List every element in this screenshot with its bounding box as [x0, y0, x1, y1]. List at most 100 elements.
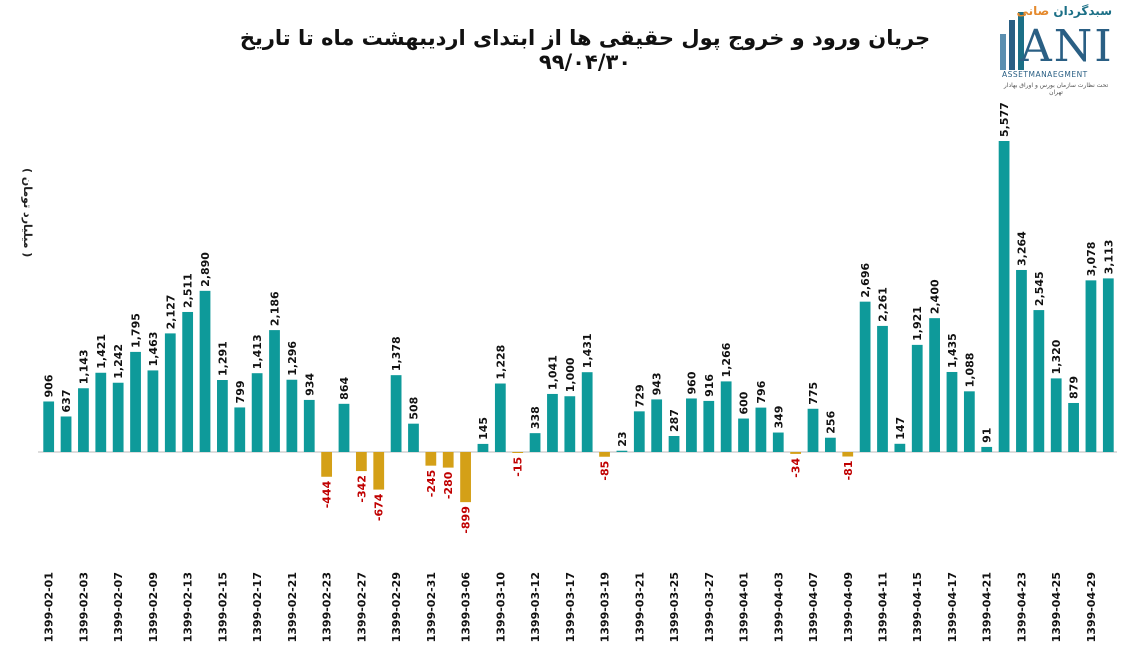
bar — [720, 381, 732, 452]
data-label: 1,291 — [216, 341, 229, 376]
x-tick-label: 1399-02-23 — [321, 572, 334, 642]
data-label: 145 — [477, 417, 490, 440]
data-label: 1,413 — [251, 334, 264, 369]
data-label: 1,000 — [564, 357, 577, 392]
x-tick-label: 1399-04-23 — [1015, 572, 1028, 642]
bar — [668, 436, 680, 452]
bar — [494, 383, 506, 452]
bar — [355, 452, 367, 472]
bar — [60, 416, 72, 452]
x-tick-label: 1399-04-17 — [946, 572, 959, 642]
bar — [164, 333, 176, 452]
x-tick-label: 1399-02-03 — [77, 572, 90, 642]
x-tick-label: 1399-02-01 — [43, 572, 56, 642]
x-tick-label: 1399-04-15 — [911, 572, 924, 642]
bar — [946, 371, 958, 452]
bar — [78, 388, 89, 452]
x-tick-label: 1399-04-21 — [981, 572, 994, 642]
bar — [512, 452, 524, 453]
data-label: 1,242 — [112, 344, 125, 379]
bar — [442, 452, 454, 468]
data-label: 1,421 — [95, 334, 108, 369]
bar — [234, 407, 246, 452]
data-label: 2,511 — [182, 273, 195, 308]
data-label: 3,078 — [1085, 242, 1098, 277]
data-label: 5,577 — [998, 102, 1011, 137]
x-tick-label: 1399-02-09 — [147, 572, 160, 642]
bar — [321, 452, 333, 477]
data-label: 600 — [738, 391, 751, 414]
y-axis-label: ( میلیارد تومان ) — [21, 168, 34, 258]
bar — [824, 437, 836, 452]
data-label: 1,041 — [546, 355, 559, 390]
x-tick-label: 1399-02-31 — [425, 572, 438, 642]
data-label: 1,143 — [77, 349, 90, 384]
data-label: 1,435 — [946, 333, 959, 368]
data-label: 2,890 — [199, 252, 212, 287]
data-label: 2,186 — [269, 291, 282, 326]
x-tick-label: 1399-03-27 — [703, 572, 716, 642]
x-tick-label: 1399-04-03 — [772, 572, 785, 642]
bar — [616, 450, 628, 452]
bar — [95, 372, 107, 452]
bar — [790, 452, 802, 454]
bar — [963, 391, 975, 452]
data-label: 637 — [60, 390, 73, 413]
data-label: 916 — [703, 374, 716, 397]
data-label: 1,088 — [963, 353, 976, 388]
bar — [842, 452, 854, 457]
data-label: -34 — [790, 458, 803, 478]
data-label: 2,400 — [929, 279, 942, 314]
data-label: 1,266 — [720, 342, 733, 377]
logo-tagline: تحت نظارت سازمان بورس و اوراق بهادار تهر… — [1003, 82, 1109, 96]
bar — [981, 446, 993, 452]
bar — [1085, 280, 1097, 452]
x-tick-label: 1399-02-15 — [216, 572, 229, 642]
bar — [877, 325, 888, 452]
bar — [199, 290, 211, 452]
bar — [738, 418, 749, 452]
bar — [1016, 269, 1027, 452]
data-label: -81 — [842, 461, 855, 481]
x-tick-label: 1399-04-01 — [738, 572, 751, 642]
bar — [807, 408, 819, 452]
data-label: 799 — [234, 380, 247, 403]
bar — [529, 433, 541, 452]
logo-bars-icon — [1000, 12, 1024, 70]
logo-subtitle: ASSETMANAEGMENT — [1002, 70, 1088, 79]
bar — [998, 141, 1010, 452]
x-tick-label: 1399-04-09 — [842, 572, 855, 642]
data-label: 91 — [981, 428, 994, 443]
bar — [251, 373, 263, 452]
data-label: -674 — [373, 493, 386, 521]
x-tick-label: 1399-02-27 — [355, 572, 368, 642]
bar — [772, 432, 784, 452]
bar — [408, 423, 419, 452]
x-tick-label: 1399-03-06 — [460, 572, 473, 643]
data-label: -899 — [460, 506, 473, 534]
x-tick-label: 1399-03-12 — [529, 572, 542, 642]
bar — [477, 443, 489, 452]
data-label: -342 — [355, 475, 368, 503]
bar — [1102, 278, 1114, 452]
bar — [43, 401, 55, 452]
bar — [564, 396, 576, 452]
bar — [686, 398, 697, 452]
data-label: 1,795 — [130, 313, 143, 348]
bar — [1068, 402, 1079, 452]
data-label: 1,320 — [1050, 339, 1063, 374]
x-tick-label: 1399-02-21 — [286, 572, 299, 642]
bar — [182, 311, 194, 452]
bar — [581, 372, 593, 452]
data-label: 1,921 — [911, 306, 924, 341]
data-label: 796 — [755, 380, 768, 403]
data-label: 147 — [894, 417, 907, 440]
data-label: 287 — [668, 409, 681, 432]
bar — [755, 407, 767, 452]
bar — [911, 344, 923, 452]
bar — [633, 411, 645, 452]
bar — [859, 301, 871, 452]
bar — [1050, 378, 1062, 452]
data-label: 2,261 — [876, 287, 889, 322]
data-label: 23 — [616, 431, 629, 446]
